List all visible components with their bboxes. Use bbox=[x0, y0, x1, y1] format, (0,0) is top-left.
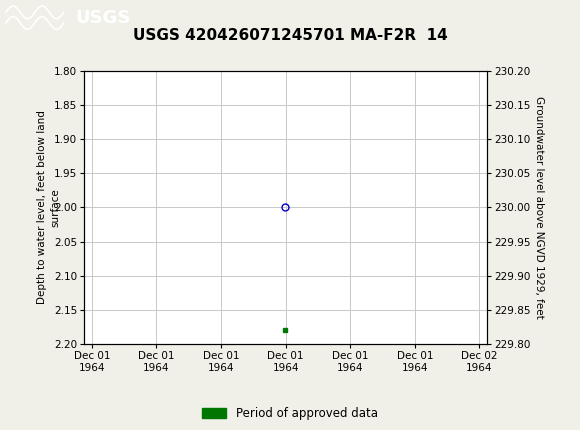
Y-axis label: Groundwater level above NGVD 1929, feet: Groundwater level above NGVD 1929, feet bbox=[534, 96, 544, 319]
Y-axis label: Depth to water level, feet below land
surface: Depth to water level, feet below land su… bbox=[37, 111, 60, 304]
Legend: Period of approved data: Period of approved data bbox=[202, 407, 378, 420]
Text: USGS: USGS bbox=[75, 9, 130, 27]
Text: USGS 420426071245701 MA-F2R  14: USGS 420426071245701 MA-F2R 14 bbox=[133, 28, 447, 43]
